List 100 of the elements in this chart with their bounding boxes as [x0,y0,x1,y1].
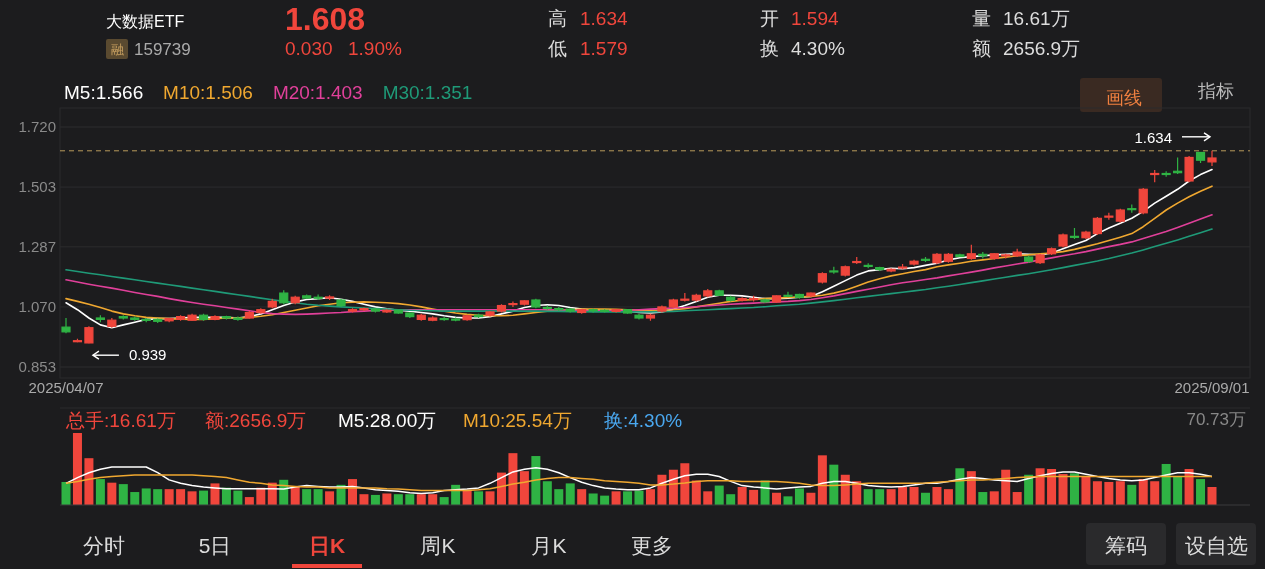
text: 量 [972,8,991,29]
bar [577,489,587,505]
text: 16.61万 [1003,8,1070,29]
bar [863,489,873,505]
text: 0.030 [285,38,333,59]
text: 设自选 [1184,534,1248,557]
bar [531,456,541,505]
bar [737,487,747,505]
bar [176,489,186,505]
y-tick-label: 1.070 [18,297,56,315]
text: M5:28.00万 [338,410,437,431]
bar [359,494,369,505]
text: 1.594 [791,8,839,29]
bar [428,494,438,505]
bar [1127,484,1137,505]
bar [130,492,140,505]
bar [1035,468,1045,505]
bar [611,491,621,505]
bar [313,489,323,505]
bar [84,458,94,505]
bar [989,491,999,505]
bar [302,489,312,505]
bar [290,487,300,505]
bar [623,491,633,505]
text: 低 [548,38,567,59]
bar [1173,476,1183,505]
bar [921,492,930,505]
text: 70.73万 [1186,410,1246,429]
bar [588,493,598,505]
bar [542,481,552,505]
bar [932,487,942,505]
bar [829,464,839,505]
bar [680,463,690,505]
bar [943,489,953,505]
bar [645,489,655,505]
bar [1092,481,1102,505]
bar [714,485,724,505]
text: 额 [972,38,991,59]
bar [1184,469,1194,505]
text: 换 [760,38,779,59]
bar [1069,473,1079,505]
text: 更多 [631,534,673,557]
text: M5:1.566 [64,82,144,103]
text: 1.579 [580,38,628,59]
x-tick-label: 2025/09/01 [1174,379,1250,396]
bar [1196,479,1206,505]
text: M20:1.403 [272,82,363,103]
bar [153,489,163,505]
bar [634,490,644,505]
bar [875,489,885,505]
bar [1115,481,1125,505]
bar [817,455,827,505]
bar [1207,487,1217,505]
bar [565,483,575,505]
bar [1081,476,1091,505]
text: 周K [420,534,456,557]
bar [61,481,71,505]
text: 1.90% [348,38,402,59]
y-tick-label: 1.503 [18,178,56,196]
bar [393,494,403,505]
bar [794,488,804,505]
text: 筹码 [1105,534,1147,557]
text: 大数据ETF [106,13,185,30]
y-tick-label: 0.853 [18,358,56,375]
text: 画线 [1106,88,1142,108]
line-series [65,168,1213,329]
bar [703,491,713,505]
text: M10:1.506 [163,82,253,103]
bar [554,489,564,505]
text: M10:25.54万 [463,410,572,431]
bar [485,491,495,505]
text: 高 [548,8,567,29]
bar [141,488,151,505]
bar [749,489,759,505]
bar [405,494,415,505]
bar [325,491,335,505]
text: 5日 [198,534,232,557]
text: 月K [531,534,567,557]
bar [1104,481,1114,505]
text: 4.30% [791,38,845,59]
text: 1.634 [580,8,628,29]
bar [382,493,392,505]
bar [72,433,82,505]
text: 额:2656.9万 [205,410,307,431]
text: 指标 [1197,81,1234,101]
annotation: 1.634 [1134,128,1172,146]
bar [416,494,426,505]
bar [95,479,105,505]
text: 159739 [134,40,191,59]
bar [1138,479,1148,505]
bar [164,489,174,505]
text: 融 [110,42,124,57]
text: 总手:16.61万 [65,410,176,431]
bar [1161,463,1171,505]
line-series [65,185,1213,321]
text: 分时 [83,534,125,557]
bar [107,482,117,505]
bar [978,492,988,505]
text: 2656.9万 [1003,38,1081,59]
bar [233,490,243,505]
